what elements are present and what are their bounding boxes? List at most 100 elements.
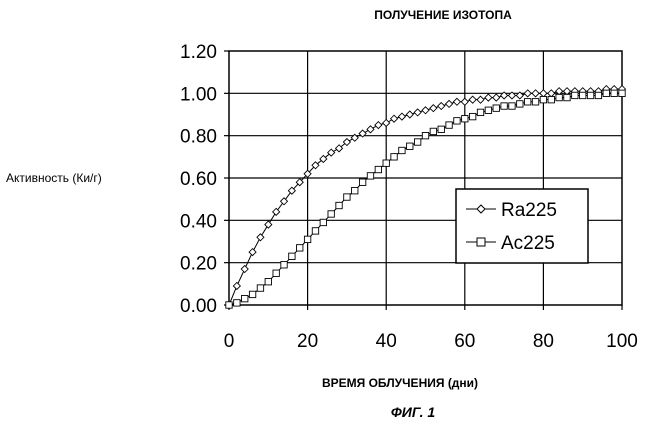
x-tick-labels: 0 20 40 60 80 100	[224, 331, 638, 352]
data-point-ac225	[304, 236, 310, 242]
data-point-ac225	[493, 105, 499, 111]
data-point-ac225	[328, 211, 334, 217]
data-point-ac225	[265, 279, 271, 285]
data-point-ac225	[509, 103, 515, 109]
chart-title: ПОЛУЧЕНИЕ ИЗОТОПА	[374, 8, 512, 22]
data-point-ac225	[564, 94, 570, 100]
x-tick-label: 60	[454, 331, 475, 352]
data-point-ac225	[407, 143, 413, 149]
data-point-ac225	[524, 99, 530, 105]
data-point-ra225	[469, 96, 476, 103]
data-point-ac225	[257, 285, 263, 291]
data-point-ac225	[462, 116, 468, 122]
data-point-ra225	[524, 90, 531, 97]
figure-caption: ФИГ. 1	[391, 404, 435, 420]
data-point-ac225	[414, 139, 420, 145]
data-point-ac225	[446, 122, 452, 128]
data-point-ac225	[501, 103, 507, 109]
data-point-ac225	[422, 132, 428, 138]
data-point-ra225	[273, 208, 280, 215]
legend-marker-square-icon	[477, 238, 485, 246]
data-point-ac225	[611, 90, 617, 96]
data-point-ac225	[485, 107, 491, 113]
data-point-ra225	[233, 282, 240, 289]
data-point-ac225	[477, 109, 483, 115]
x-tick-label: 100	[606, 331, 638, 352]
x-tick-label: 40	[376, 331, 397, 352]
legend-entry-ac225: Ac225	[501, 233, 555, 254]
data-point-ac225	[289, 253, 295, 259]
data-point-ac225	[320, 219, 326, 225]
data-point-ra225	[461, 98, 468, 105]
y-tick-label: 1.20	[180, 42, 217, 63]
data-point-ac225	[242, 295, 248, 301]
data-point-ac225	[297, 245, 303, 251]
grid-lines	[224, 51, 622, 310]
data-point-ac225	[595, 92, 601, 98]
data-point-ac225	[619, 90, 625, 96]
data-point-ac225	[281, 262, 287, 268]
data-point-ac225	[273, 270, 279, 276]
legend: Ra225 Ac225	[456, 189, 588, 263]
data-point-ac225	[391, 154, 397, 160]
data-point-ra225	[406, 111, 413, 118]
y-tick-label: 0.20	[180, 254, 217, 275]
data-point-ac225	[580, 92, 586, 98]
data-point-ac225	[572, 92, 578, 98]
data-point-ac225	[587, 92, 593, 98]
data-point-ac225	[336, 202, 342, 208]
x-tick-label: 0	[224, 331, 235, 352]
y-axis-label: Активность (Ки/г)	[6, 171, 102, 185]
data-point-ac225	[226, 302, 232, 308]
data-point-ac225	[430, 128, 436, 134]
x-tick-label: 80	[533, 331, 554, 352]
data-point-ra225	[477, 96, 484, 103]
data-point-ra225	[375, 122, 382, 129]
y-tick-label: 0.00	[180, 296, 217, 317]
data-point-ra225	[414, 109, 421, 116]
data-point-ac225	[556, 94, 562, 100]
data-point-ac225	[352, 188, 358, 194]
data-point-ac225	[312, 228, 318, 234]
y-tick-label: 0.60	[180, 169, 217, 190]
data-point-ra225	[398, 113, 405, 120]
data-point-ac225	[548, 96, 554, 102]
legend-entry-ra225: Ra225	[501, 200, 557, 221]
data-point-ra225	[265, 221, 272, 228]
data-point-ra225	[548, 90, 555, 97]
y-tick-label: 0.40	[180, 211, 217, 232]
data-point-ra225	[281, 198, 288, 205]
data-point-ac225	[399, 147, 405, 153]
data-point-ac225	[249, 291, 255, 297]
data-point-ra225	[438, 103, 445, 110]
data-point-ac225	[375, 166, 381, 172]
data-point-ra225	[453, 98, 460, 105]
data-point-ac225	[234, 300, 240, 306]
y-tick-label: 1.00	[180, 84, 217, 105]
x-tick-label: 20	[297, 331, 318, 352]
data-point-ra225	[391, 115, 398, 122]
data-point-ra225	[493, 94, 500, 101]
data-point-ra225	[485, 94, 492, 101]
data-point-ra225	[241, 266, 248, 273]
data-point-ra225	[540, 90, 547, 97]
data-point-ac225	[532, 99, 538, 105]
y-tick-label: 0.80	[180, 127, 217, 148]
data-point-ac225	[344, 194, 350, 200]
data-point-ra225	[367, 126, 374, 133]
data-point-ac225	[469, 113, 475, 119]
data-point-ra225	[257, 234, 264, 241]
data-point-ac225	[540, 96, 546, 102]
data-point-ra225	[422, 107, 429, 114]
y-tick-labels: 0.00 0.20 0.40 0.60 0.80 1.00 1.20	[180, 42, 217, 317]
data-point-ac225	[603, 90, 609, 96]
data-point-ac225	[359, 179, 365, 185]
data-point-ac225	[454, 118, 460, 124]
data-point-ac225	[438, 126, 444, 132]
data-point-ac225	[367, 173, 373, 179]
data-point-ra225	[249, 249, 256, 256]
data-point-ac225	[383, 160, 389, 166]
x-axis-label: ВРЕМЯ ОБЛУЧЕНИЯ (дни)	[322, 376, 478, 390]
data-point-ra225	[532, 90, 539, 97]
